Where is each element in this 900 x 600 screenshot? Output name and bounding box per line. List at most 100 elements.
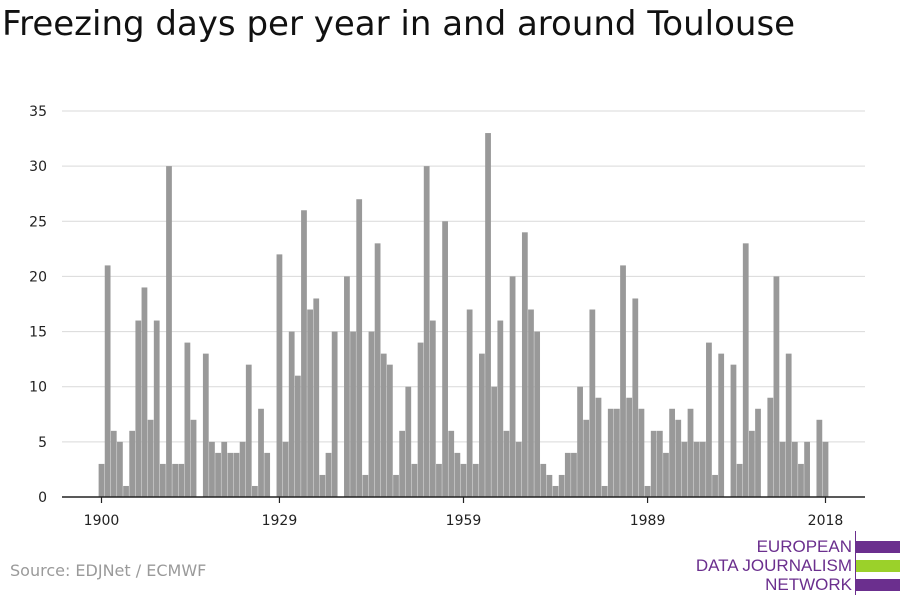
bar-1942 [356, 199, 363, 497]
bar-1981 [595, 397, 602, 497]
bar-1941 [350, 331, 356, 497]
bar-1917 [202, 353, 209, 497]
bar-1998 [699, 441, 706, 497]
bar-1968 [515, 441, 522, 497]
bar-2010 [773, 276, 780, 497]
source-note: Source: EDJNet / ECMWF [10, 561, 207, 580]
bar-2015 [804, 441, 810, 497]
bar-1937 [325, 452, 332, 497]
bar-1988 [638, 408, 645, 497]
edjnet-logo: EUROPEAN DATA JOURNALISM NETWORK [696, 531, 900, 595]
bar-1943 [362, 474, 369, 497]
bar-1979 [583, 419, 590, 497]
bar-2017 [816, 419, 823, 497]
bar-1985 [620, 265, 626, 497]
y-tick-label: 20 [29, 269, 47, 285]
bar-2004 [736, 463, 743, 497]
chart-title: Freezing days per year in and around Tou… [2, 4, 796, 44]
bar-1906 [135, 320, 142, 497]
bar-1974 [552, 485, 559, 497]
bar-1946 [380, 353, 387, 497]
bar-1970 [528, 309, 534, 497]
bar-1977 [571, 452, 577, 497]
bar-1995 [681, 441, 688, 497]
bar-1959 [460, 463, 467, 497]
bar-1940 [344, 276, 350, 497]
bar-2011 [779, 441, 786, 497]
bar-1961 [472, 463, 479, 497]
y-tick-label: 30 [29, 159, 47, 175]
x-tick-label: 1929 [262, 513, 298, 529]
bar-1962 [479, 353, 485, 497]
bar-1999 [706, 342, 712, 497]
bar-2013 [791, 441, 798, 497]
bar-1938 [331, 331, 338, 497]
bar-1996 [687, 408, 694, 497]
logo-divider [855, 531, 856, 595]
y-tick-label: 10 [29, 380, 47, 396]
bar-1945 [374, 243, 381, 497]
y-tick-label: 0 [38, 490, 47, 506]
bar-1978 [577, 386, 583, 497]
bar-1991 [656, 430, 663, 497]
bar-1944 [368, 331, 375, 497]
bar-2007 [755, 408, 761, 497]
bar-1934 [307, 309, 313, 497]
bar-1902 [110, 430, 117, 497]
bar-1994 [675, 419, 682, 497]
bar-1967 [509, 276, 516, 497]
bar-1911 [166, 166, 172, 497]
bar-1957 [448, 430, 455, 497]
bar-1907 [141, 287, 148, 497]
bar-1921 [227, 452, 234, 497]
bar-1914 [184, 342, 191, 497]
bar-1936 [319, 474, 326, 497]
bar-2018 [822, 441, 829, 497]
bar-2014 [798, 463, 804, 497]
bar-1971 [534, 331, 541, 497]
bar-1965 [497, 320, 504, 497]
bar-1910 [159, 463, 166, 497]
bar-1949 [399, 430, 406, 497]
bar-2009 [767, 397, 774, 497]
bar-1983 [607, 408, 614, 497]
x-tick-label: 1959 [446, 513, 482, 529]
logo-bar-purple-2 [856, 579, 900, 591]
x-tick-label: 1989 [630, 513, 666, 529]
logo-line-2: DATA JOURNALISM [695, 556, 852, 575]
y-tick-label: 35 [29, 104, 47, 120]
bar-1960 [466, 309, 473, 497]
bar-1951 [411, 463, 418, 497]
bar-1924 [245, 364, 252, 497]
bar-1913 [178, 463, 185, 497]
bar-1954 [429, 320, 436, 497]
bar-1922 [233, 452, 240, 497]
bar-1915 [190, 419, 197, 497]
logo-bar-green [856, 560, 900, 572]
bar-1955 [436, 463, 442, 497]
bar-1929 [276, 254, 283, 497]
bar-1969 [521, 232, 528, 498]
bar-1923 [239, 441, 246, 497]
bar-1956 [442, 221, 448, 498]
bar-1950 [405, 386, 412, 497]
bar-1926 [258, 408, 264, 497]
bar-1903 [117, 441, 123, 497]
bar-1993 [669, 408, 675, 497]
bar-1912 [172, 463, 179, 497]
bar-1989 [644, 485, 651, 497]
bar-1927 [264, 452, 271, 497]
bar-1990 [650, 430, 657, 497]
bar-1984 [614, 408, 620, 497]
bar-1904 [123, 485, 129, 497]
bar-2000 [712, 474, 718, 497]
bar-1931 [288, 331, 295, 497]
bar-1935 [313, 298, 320, 497]
bar-2012 [785, 353, 792, 497]
bar-1986 [626, 397, 633, 497]
bar-1901 [104, 265, 111, 497]
bar-2001 [718, 353, 725, 497]
bar-1980 [589, 309, 596, 497]
y-tick-label: 25 [29, 214, 47, 230]
